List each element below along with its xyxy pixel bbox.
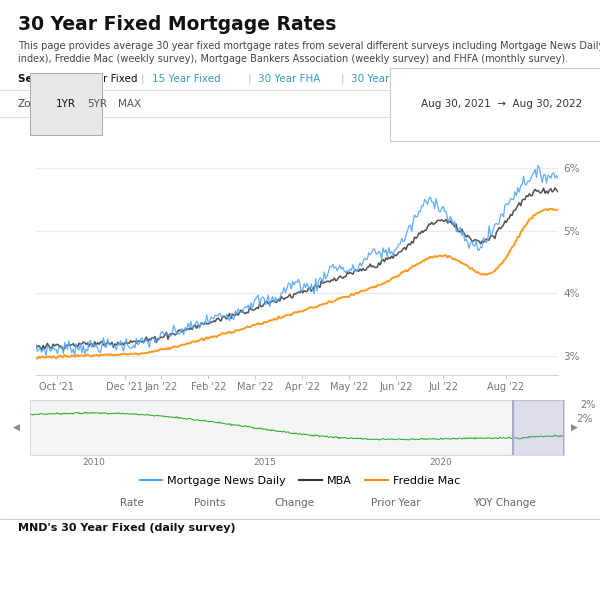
Bar bbox=[513, 400, 564, 455]
Text: |: | bbox=[446, 74, 451, 85]
Text: index), Freddie Mac (weekly survey), Mortgage Bankers Association (weekly survey: index), Freddie Mac (weekly survey), Mor… bbox=[18, 54, 568, 65]
Text: |: | bbox=[340, 74, 344, 85]
Text: 30 Year VA: 30 Year VA bbox=[523, 74, 578, 84]
Text: Aug 30, 2021  →  Aug 30, 2022: Aug 30, 2021 → Aug 30, 2022 bbox=[421, 99, 582, 110]
Text: |: | bbox=[248, 74, 251, 85]
Legend: Mortgage News Daily, MBA, Freddie Mac: Mortgage News Daily, MBA, Freddie Mac bbox=[135, 471, 465, 490]
Text: Prior Year: Prior Year bbox=[371, 498, 421, 508]
Text: 15 Year Fixed: 15 Year Fixed bbox=[152, 74, 220, 84]
Text: MND's 30 Year Fixed (daily survey): MND's 30 Year Fixed (daily survey) bbox=[18, 523, 236, 533]
Text: Zoom: Zoom bbox=[18, 99, 48, 110]
Text: Change: Change bbox=[274, 498, 314, 508]
Text: 2%: 2% bbox=[576, 414, 593, 424]
Text: This page provides average 30 year fixed mortgage rates from several different s: This page provides average 30 year fixed… bbox=[18, 41, 600, 52]
Text: 30 Year Fixed Mortgage Rates: 30 Year Fixed Mortgage Rates bbox=[18, 15, 337, 34]
Text: MAX: MAX bbox=[118, 99, 142, 110]
Text: Points: Points bbox=[194, 498, 226, 508]
Text: ▶: ▶ bbox=[571, 423, 578, 432]
Text: 5YR: 5YR bbox=[87, 99, 107, 110]
Text: 30 Year Fixed: 30 Year Fixed bbox=[69, 74, 137, 84]
Text: 2%: 2% bbox=[580, 400, 595, 410]
Text: ◀: ◀ bbox=[13, 423, 20, 432]
Text: Rate: Rate bbox=[120, 498, 144, 508]
Text: |: | bbox=[141, 74, 145, 85]
Text: 30 Year FHA: 30 Year FHA bbox=[259, 74, 320, 84]
Text: YOY Change: YOY Change bbox=[473, 498, 535, 508]
Text: |: | bbox=[512, 74, 515, 85]
Text: 1YR: 1YR bbox=[56, 99, 76, 110]
Text: 30 Year Jumbo: 30 Year Jumbo bbox=[351, 74, 425, 84]
Text: 5/1 ARM: 5/1 ARM bbox=[458, 74, 500, 84]
Text: See also:: See also: bbox=[18, 74, 71, 84]
